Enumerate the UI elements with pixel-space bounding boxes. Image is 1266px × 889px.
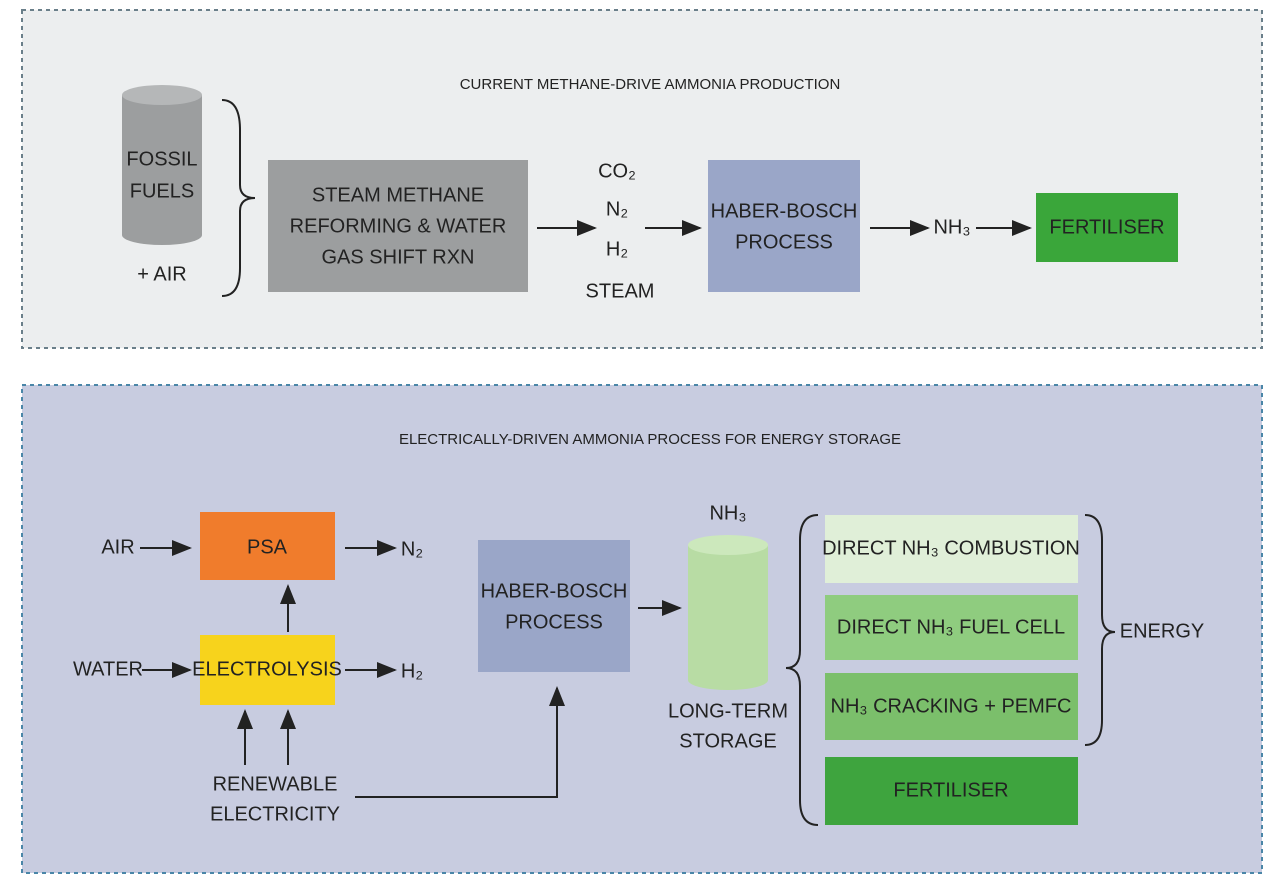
haber-label: HABER-BOSCH (481, 580, 628, 602)
use-box (825, 515, 1078, 583)
use-label: DIRECT NH₃ COMBUSTION (822, 537, 1080, 559)
arrow (355, 686, 565, 798)
use-label: FERTILISER (893, 779, 1008, 801)
air-label: + AIR (137, 263, 186, 285)
bottom-title: ELECTRICALLY-DRIVEN AMMONIA PROCESS FOR … (399, 431, 901, 448)
reformer-label: GAS SHIFT RXN (322, 246, 475, 268)
gas-label: CO₂ (598, 160, 636, 182)
haber-label: PROCESS (735, 231, 833, 253)
electrolysis-box (200, 635, 335, 705)
electricity-label: RENEWABLE (213, 773, 338, 795)
fuel-cylinder (122, 85, 202, 245)
storage-text: LONG-TERM (668, 700, 788, 722)
hydrogen-label: H₂ (401, 660, 423, 682)
haber-box (478, 540, 630, 672)
gas-label: N₂ (606, 198, 628, 220)
storage-cylinder (688, 535, 768, 690)
air-label: AIR (101, 536, 134, 558)
fuel-label: FUELS (130, 180, 194, 202)
top-title: CURRENT METHANE-DRIVE AMMONIA PRODUCTION (460, 76, 841, 93)
use-label: DIRECT NH₃ FUEL CELL (837, 616, 1065, 638)
brace (221, 99, 256, 297)
nitrogen-label: N₂ (401, 538, 423, 560)
psa-label: PSA (247, 536, 288, 558)
use-label: NH₃ CRACKING + PEMFC (831, 695, 1072, 717)
haber-label: PROCESS (505, 611, 603, 633)
reformer-label: REFORMING & WATER (290, 215, 507, 237)
gas-label: STEAM (586, 280, 655, 302)
fertiliser-label: FERTILISER (1049, 216, 1164, 238)
electricity-label: ELECTRICITY (210, 803, 340, 825)
use-box (825, 595, 1078, 660)
electrolysis-label: ELECTROLYSIS (192, 658, 342, 680)
reformer-label: STEAM METHANE (312, 184, 484, 206)
water-label: WATER (73, 658, 143, 680)
gas-label: H₂ (606, 238, 628, 260)
psa-box (200, 512, 335, 580)
haber-box (708, 160, 860, 292)
use-box (825, 757, 1078, 825)
use-box (825, 673, 1078, 740)
top-panel (21, 9, 1263, 349)
fuel-label: FOSSIL (126, 148, 197, 170)
storage-text: STORAGE (679, 730, 776, 752)
brace (785, 514, 819, 826)
reformer-box (268, 160, 528, 292)
storage-label: NH₃ (709, 502, 746, 524)
fertiliser-box (1036, 193, 1178, 262)
brace (1084, 514, 1116, 746)
energy-label: ENERGY (1120, 620, 1204, 642)
haber-label: HABER-BOSCH (711, 200, 858, 222)
product-label: NH₃ (933, 216, 970, 238)
